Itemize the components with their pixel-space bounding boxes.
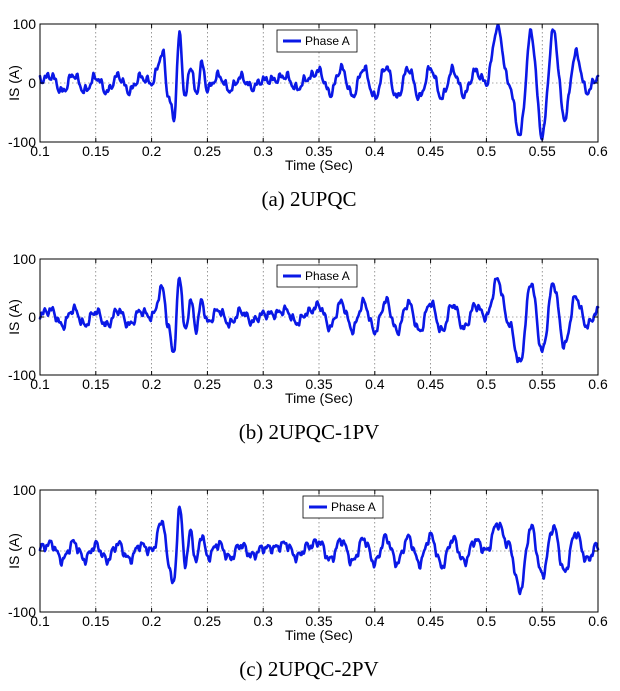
x-tick-label: 0.1	[30, 613, 50, 629]
panel-caption: (a) 2UPQC	[261, 187, 356, 211]
legend-label: Phase A	[305, 34, 350, 48]
x-tick-label: 0.6	[588, 613, 608, 629]
phase-a-line	[38, 23, 600, 141]
x-tick-label: 0.6	[588, 376, 608, 392]
x-tick-label: 0.25	[194, 143, 221, 159]
x-tick-label: 0.15	[82, 143, 109, 159]
legend-label: Phase A	[305, 269, 350, 283]
x-tick-label: 0.1	[30, 376, 50, 392]
x-tick-label: 0.35	[305, 613, 332, 629]
phase-a-line	[38, 505, 600, 596]
x-tick-label: 0.3	[253, 143, 273, 159]
legend-box	[276, 264, 358, 288]
legend-label: Phase A	[331, 500, 376, 514]
x-tick-label: 0.35	[305, 376, 332, 392]
legend-box	[302, 495, 384, 519]
y-tick-label: -100	[8, 134, 36, 150]
x-tick-label: 0.1	[30, 143, 50, 159]
x-tick-label: 0.4	[365, 613, 385, 629]
x-tick-label: 0.25	[194, 613, 221, 629]
y-axis-label: IS (A)	[6, 299, 22, 335]
x-tick-label: 0.55	[529, 376, 556, 392]
x-tick-label: 0.3	[253, 376, 273, 392]
y-tick-label: 100	[13, 251, 37, 267]
y-axis-label: IS (A)	[6, 533, 22, 569]
y-tick-label: 0	[28, 75, 36, 91]
x-tick-label: 0.55	[529, 613, 556, 629]
legend-box	[276, 29, 358, 53]
x-tick-label: 0.45	[417, 613, 444, 629]
x-tick-label: 0.45	[417, 143, 444, 159]
x-axis-label: Time (Sec)	[285, 627, 353, 643]
x-tick-label: 0.35	[305, 143, 332, 159]
x-tick-label: 0.45	[417, 376, 444, 392]
y-tick-label: 100	[13, 482, 37, 498]
panel-caption: (c) 2UPQC-2PV	[239, 657, 378, 681]
x-tick-label: 0.15	[82, 613, 109, 629]
x-tick-label: 0.15	[82, 376, 109, 392]
x-tick-label: 0.2	[142, 376, 162, 392]
x-tick-label: 0.25	[194, 376, 221, 392]
y-tick-label: -100	[8, 604, 36, 620]
x-axis-label: Time (Sec)	[285, 390, 353, 406]
x-tick-label: 0.5	[477, 613, 497, 629]
x-tick-label: 0.5	[477, 376, 497, 392]
x-tick-label: 0.2	[142, 143, 162, 159]
x-tick-label: 0.4	[365, 376, 385, 392]
y-tick-label: 100	[13, 16, 37, 32]
panel-caption: (b) 2UPQC-1PV	[239, 420, 380, 444]
x-tick-label: 0.4	[365, 143, 385, 159]
y-tick-label: -100	[8, 367, 36, 383]
x-tick-label: 0.6	[588, 143, 608, 159]
x-tick-label: 0.2	[142, 613, 162, 629]
y-tick-label: 0	[28, 543, 36, 559]
x-tick-label: 0.55	[529, 143, 556, 159]
x-axis-label: Time (Sec)	[285, 157, 353, 173]
x-tick-label: 0.5	[477, 143, 497, 159]
phase-a-line	[38, 276, 600, 364]
y-tick-label: 0	[28, 309, 36, 325]
x-tick-label: 0.3	[253, 613, 273, 629]
y-axis-label: IS (A)	[6, 65, 22, 101]
